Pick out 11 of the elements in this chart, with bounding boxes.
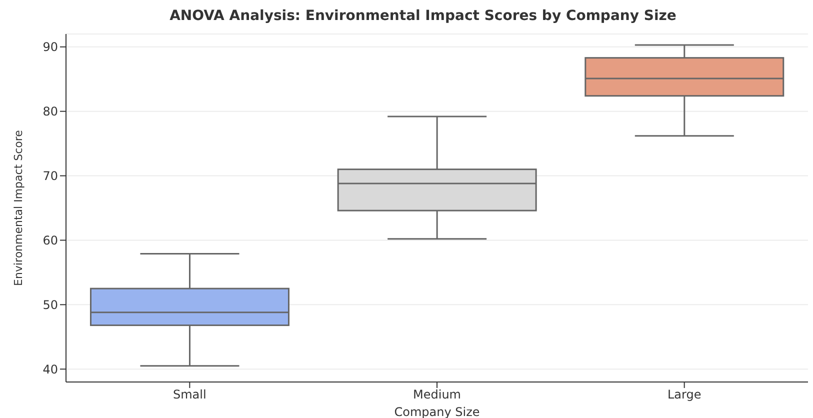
y-tick-label: 60 — [42, 233, 58, 248]
y-tick-label: 70 — [42, 169, 58, 184]
y-tick-label: 80 — [42, 104, 58, 119]
y-tick-label: 50 — [42, 298, 58, 312]
chart-title: ANOVA Analysis: Environmental Impact Scores by Company Size — [168, 8, 678, 26]
x-tick-label: Large — [667, 388, 702, 402]
y-axis-title: Environmental Impact Score — [12, 130, 25, 286]
y-tick-label: 40 — [42, 362, 58, 376]
x-tick-label: Small — [173, 388, 206, 402]
y-tick-label: 90 — [42, 40, 58, 54]
x-tick-label: Medium — [413, 388, 461, 402]
